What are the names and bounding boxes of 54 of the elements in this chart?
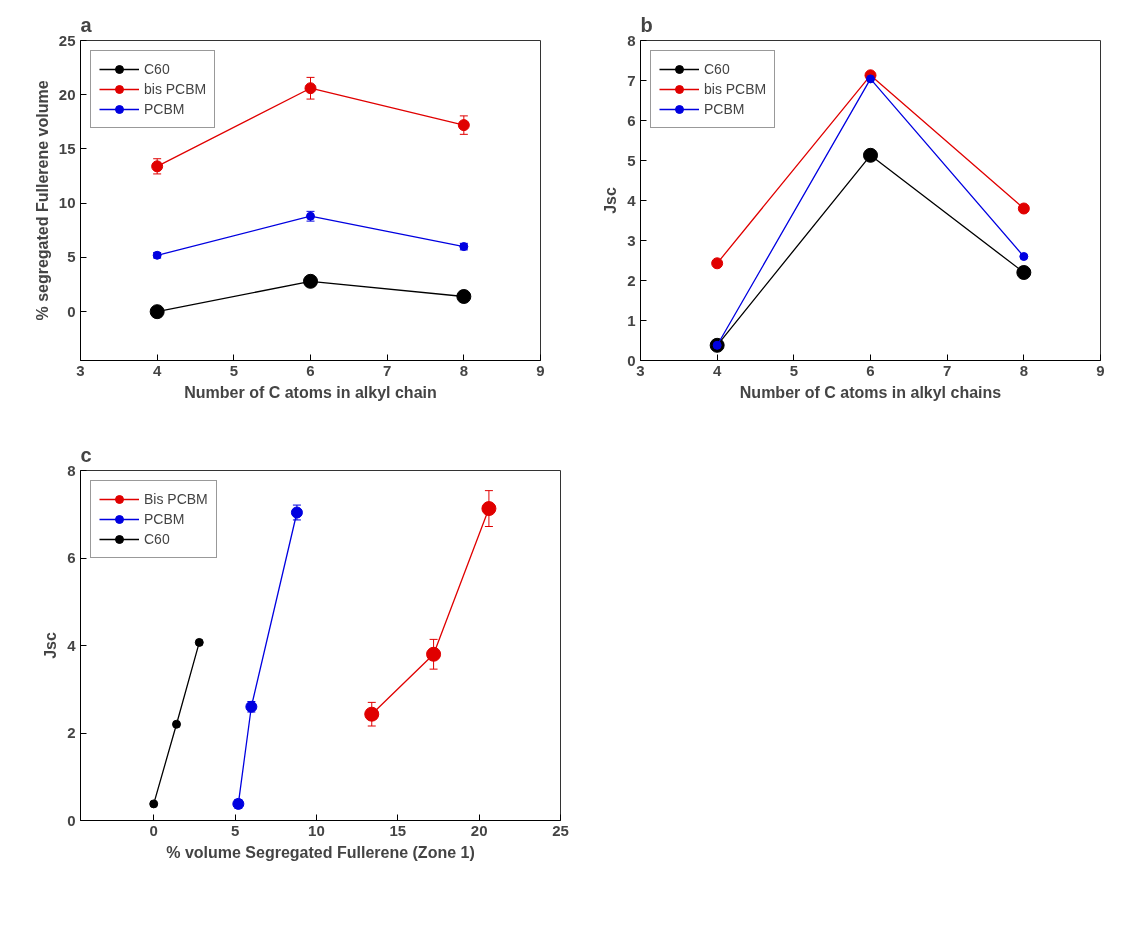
x-tick-label: 5 [230, 821, 240, 839]
legend-label: C60 [144, 531, 170, 547]
x-tick-label: 8 [1019, 361, 1029, 379]
y-tick-label: 3 [627, 231, 636, 249]
y-axis-title: Jsc [42, 632, 60, 659]
x-tick-label: 20 [470, 821, 488, 839]
x-axis-title: Number of C atoms in alkyl chain [184, 383, 437, 401]
y-tick-label: 1 [627, 311, 636, 329]
x-tick-label: 4 [153, 361, 162, 379]
y-tick-label: 20 [58, 85, 76, 103]
x-axis-title: Number of C atoms in alkyl chains [739, 383, 1002, 401]
y-axis-title: Jsc [602, 187, 620, 214]
x-axis-title: % volume Segregated Fullerene (Zone 1) [166, 843, 475, 861]
y-tick-label: 8 [627, 31, 636, 49]
x-tick-label: 0 [149, 821, 158, 839]
legend-label: C60 [144, 61, 170, 77]
y-tick-label: 7 [627, 71, 636, 89]
legend-label: PCBM [704, 101, 745, 117]
chart-title: c [80, 443, 92, 466]
x-tick-label: 6 [306, 361, 315, 379]
x-tick-label: 8 [459, 361, 469, 379]
x-tick-label: 15 [389, 821, 407, 839]
y-tick-label: 4 [627, 191, 637, 209]
y-tick-label: 2 [627, 271, 636, 289]
x-tick-label: 7 [383, 361, 392, 379]
y-tick-label: 25 [58, 31, 76, 49]
x-tick-label: 4 [713, 361, 722, 379]
x-tick-label: 6 [866, 361, 875, 379]
y-axis-title: % segregated Fullerene volume [33, 80, 51, 321]
x-tick-label: 25 [552, 821, 569, 839]
x-tick-label: 5 [789, 361, 799, 379]
y-tick-label: 5 [67, 248, 76, 266]
chart-title: a [80, 13, 93, 36]
y-tick-label: 6 [627, 111, 636, 129]
y-tick-label: 6 [67, 549, 76, 566]
legend-label: bis PCBM [704, 81, 767, 97]
x-tick-label: 7 [943, 361, 952, 379]
y-tick-label: 4 [67, 636, 77, 654]
x-tick-label: 5 [229, 361, 239, 379]
legend-label: Bis PCBM [144, 491, 208, 507]
legend-label: PCBM [144, 101, 185, 117]
legend-label: PCBM [144, 511, 185, 527]
x-tick-label: 9 [1096, 361, 1105, 379]
y-tick-label: 0 [67, 302, 76, 320]
chart-title: b [640, 13, 653, 36]
y-tick-label: 15 [58, 139, 76, 157]
y-tick-label: 10 [58, 194, 76, 212]
x-tick-label: 9 [536, 361, 545, 379]
y-tick-label: 2 [67, 724, 76, 741]
legend-label: C60 [704, 61, 730, 77]
y-tick-label: 5 [627, 151, 636, 169]
x-tick-label: 10 [308, 821, 325, 839]
legend-label: bis PCBM [144, 81, 207, 97]
y-tick-label: 8 [67, 461, 76, 479]
